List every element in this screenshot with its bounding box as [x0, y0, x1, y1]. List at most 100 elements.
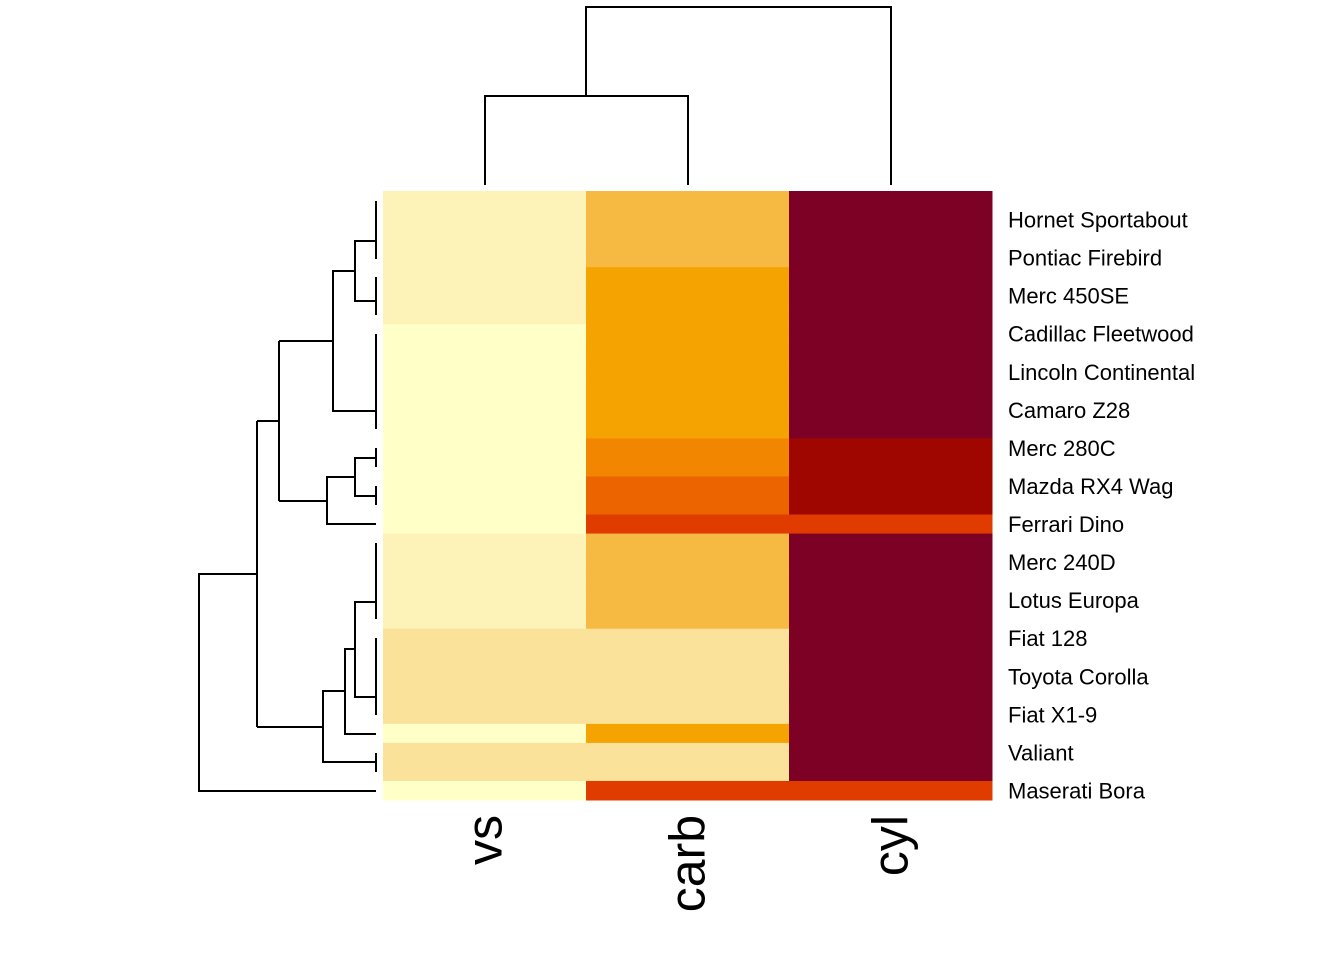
- heatmap-cell: [789, 400, 993, 420]
- row-label: Fiat X1-9: [1008, 702, 1097, 727]
- heatmap-cell: [383, 514, 587, 535]
- row-labels: Hornet Sportabout Pontiac Firebird Merc 45…: [1008, 208, 1195, 804]
- heatmap-cell: [383, 419, 587, 439]
- heatmap-cell: [789, 267, 993, 287]
- heatmap-cell: [586, 590, 790, 611]
- heatmap-cell: [789, 286, 993, 306]
- heatmap-cell: [789, 609, 993, 630]
- heatmap-cell: [383, 476, 587, 496]
- heatmap-cell: [586, 495, 790, 516]
- heatmap-cell: [586, 324, 790, 344]
- heatmap-cell: [789, 647, 993, 668]
- heatmap-cell: [789, 229, 993, 249]
- heatmap-cell: [789, 495, 993, 516]
- heatmap-cell: [789, 514, 993, 535]
- heatmap-cell: [383, 666, 587, 687]
- heatmap-cell: [586, 476, 790, 496]
- heatmap-cell: [789, 324, 993, 344]
- heatmap-cell: [383, 780, 587, 801]
- heatmap-cell: [383, 590, 587, 611]
- heatmap-cell: [383, 552, 587, 573]
- heatmap-cell: [586, 400, 790, 420]
- heatmap-cell: [586, 552, 790, 573]
- heatmap-cell: [789, 780, 993, 801]
- column-label: vs: [457, 815, 513, 865]
- heatmap-cell: [789, 191, 993, 211]
- heatmap-cell: [789, 476, 993, 496]
- heatmap-cell: [383, 685, 587, 706]
- heatmap-cell: [789, 685, 993, 706]
- heatmap-cell: [789, 210, 993, 230]
- heatmap-cell: [586, 533, 790, 554]
- heatmap-cell: [586, 267, 790, 287]
- heatmap-cell: [789, 381, 993, 401]
- heatmap-cell: [383, 761, 587, 782]
- row-label: Pontiac Firebird: [1008, 246, 1162, 271]
- heatmap-cell: [586, 248, 790, 268]
- heatmap-cell: [383, 191, 587, 211]
- heatmap-cell: [383, 286, 587, 306]
- heatmap-cell: [383, 723, 587, 744]
- heatmap-cell: [383, 438, 587, 458]
- heatmap-cell: [789, 305, 993, 325]
- heatmap-cell: [586, 362, 790, 382]
- row-label: Valiant: [1008, 740, 1074, 765]
- heatmap-cell: [586, 438, 790, 458]
- heatmap-cell: [789, 419, 993, 439]
- heatmap-cell: [383, 324, 587, 344]
- heatmap-cell: [383, 210, 587, 230]
- heatmap-cell: [789, 438, 993, 458]
- column-labels: vs carb cyl: [457, 815, 919, 912]
- heatmap-cell: [383, 628, 587, 649]
- heatmap-cell: [383, 381, 587, 401]
- heatmap-cell: [383, 362, 587, 382]
- heatmap-cell: [383, 248, 587, 268]
- heatmap-cell: [586, 286, 790, 306]
- heatmap-cell: [586, 305, 790, 325]
- column-dendrogram-lines: [484, 6, 892, 185]
- heatmap-cell: [383, 457, 587, 477]
- heatmap-cell: [383, 533, 587, 554]
- row-label: Camaro Z28: [1008, 398, 1130, 423]
- heatmap-cell: [383, 704, 587, 725]
- heatmap-cell: [383, 229, 587, 249]
- heatmap-cell: [383, 343, 587, 363]
- heatmap-cell: [789, 343, 993, 363]
- heatmap-cell: [383, 609, 587, 630]
- heatmap-cell: [586, 457, 790, 477]
- row-label: Merc 240D: [1008, 550, 1116, 575]
- heatmap-cell: [789, 590, 993, 611]
- row-label: Ferrari Dino: [1008, 512, 1124, 537]
- heatmap-cell: [586, 704, 790, 725]
- heatmap-cell: [586, 647, 790, 668]
- heatmap-cell: [586, 210, 790, 230]
- heatmap-cell: [586, 419, 790, 439]
- heatmap-cell: [383, 742, 587, 763]
- heatmap-cell: [789, 628, 993, 649]
- row-label: Mazda RX4 Wag: [1008, 474, 1173, 499]
- heatmap-cell: [789, 552, 993, 573]
- heatmap-cell: [789, 742, 993, 763]
- heatmap-cell: [586, 685, 790, 706]
- heatmap-cell: [383, 495, 587, 516]
- row-label: Merc 280C: [1008, 436, 1116, 461]
- heatmap-cell: [383, 400, 587, 420]
- heatmap-cell: [789, 533, 993, 554]
- heatmap-cell: [383, 647, 587, 668]
- heatmap-cell: [789, 571, 993, 592]
- heatmap-cell: [789, 248, 993, 268]
- row-label: Lotus Europa: [1008, 588, 1140, 613]
- heatmap-cell: [789, 362, 993, 382]
- heatmap-cell: [383, 571, 587, 592]
- heatmap-cell: [586, 343, 790, 363]
- row-label: Hornet Sportabout: [1008, 208, 1188, 233]
- row-label: Maserati Bora: [1008, 778, 1146, 803]
- heatmap-cell: [586, 571, 790, 592]
- row-label: Merc 450SE: [1008, 284, 1129, 309]
- heatmap-cell: [586, 666, 790, 687]
- heatmap-cell: [789, 666, 993, 687]
- heatmap-cell: [586, 191, 790, 211]
- row-label: Fiat 128: [1008, 626, 1088, 651]
- column-label: cyl: [863, 815, 919, 876]
